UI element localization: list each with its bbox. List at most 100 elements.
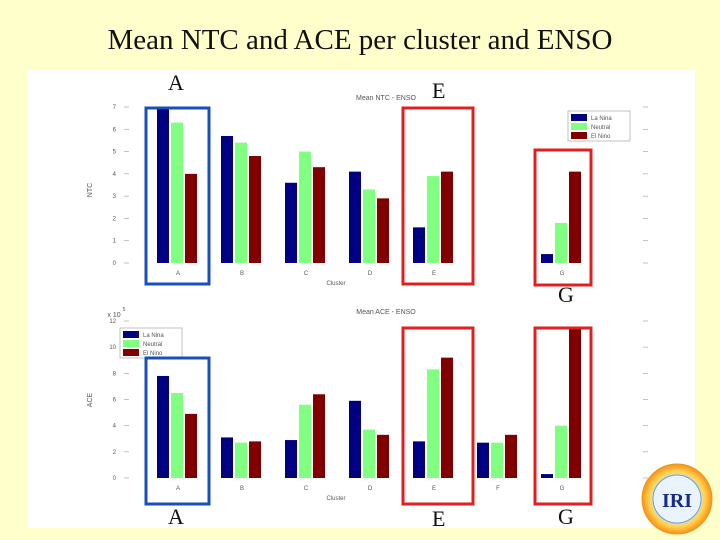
chart-1-bar-D-neutral [363,189,375,263]
chart-2-ytick-label: 8 [113,371,117,377]
chart-1-title: Mean NTC - ENSO [356,95,416,102]
chart-2-bar-G-la-nina [541,474,553,478]
label-bottom-e: E [432,506,446,531]
charts-panel: Mean NTC - ENSO 0 1 2 3 4 5 6 7 NTC A B C D E G Cluster L… [28,70,695,528]
chart-2-legend-label: El Nino [143,351,163,357]
chart-1-xlabel: Cluster [326,281,345,287]
chart-1-ytick-label: 0 [113,261,117,267]
chart-2-bar-B-el-nino [249,441,261,478]
chart-2-bar-F-el-nino [505,434,517,478]
chart-2-bar-F-neutral [491,442,503,478]
iri-logo-icon: IRI [641,463,713,535]
chart-1-bar-B-la-nina [221,135,233,263]
logo-text: IRI [662,490,692,512]
chart-2-legend-label: La Nina [143,333,164,339]
chart-2-bar-C-neutral [299,404,311,478]
chart-1-xtick-label: E [432,271,436,277]
chart-1-xtick-label: C [304,271,309,277]
chart-2-xtick-label: B [240,486,244,492]
label-top-a: A [168,70,184,95]
chart-2-bar-C-la-nina [285,440,297,478]
chart-2-xtick-label: C [304,486,309,492]
chart-1-ytick-label: 3 [113,194,117,200]
chart-1-ytick-label: 1 [113,239,117,245]
chart-2-ytick-label: 6 [113,398,117,404]
chart-1-bar-B-el-nino [249,156,261,263]
chart-1-bar-C-el-nino [313,167,325,263]
chart-2-bar-C-el-nino [313,394,325,478]
chart-2-exponent-label: x 10 [107,312,120,319]
chart-1-bar-E-la-nina [413,227,425,263]
chart-1-bar-A-la-nina [157,107,169,263]
chart-2-bar-A-la-nina [157,375,169,478]
chart-1-bar-C-neutral [299,151,311,263]
label-bottom-g: G [558,504,574,529]
highlight-box-top-e [401,106,475,286]
chart-2-xtick-label: G [560,486,565,492]
chart-2-legend-swatch [123,331,139,338]
chart-1-legend-swatch [571,132,587,139]
chart-2-bar-D-neutral [363,429,375,478]
chart-2-ytick-label: 2 [113,450,117,456]
chart-1-ytick-label: 4 [113,172,117,178]
chart-1-bar-G-neutral [555,222,567,263]
chart-1-legend-label: Neutral [591,125,610,131]
chart-2-xlabel: Cluster [326,496,345,502]
chart-2-xtick-label: F [496,486,500,492]
chart-1-bar-E-neutral [427,176,439,263]
chart-1-legend-label: El Nino [591,134,611,140]
chart-1-legend-label: La Nina [591,116,612,122]
highlight-box-bottom-a [144,356,211,506]
chart-1-ytick-label: 2 [113,216,117,222]
chart-2-xtick-label: D [368,486,373,492]
chart-1-bar-G-la-nina [541,254,553,263]
chart-1-xtick-label: D [368,271,373,277]
chart-1-legend-swatch [571,123,587,130]
chart-2-ytick-label: 12 [109,319,116,325]
chart-1-bar-E-el-nino [441,171,453,263]
chart-1-ytick-label: 6 [113,127,117,133]
chart-2-bar-E-el-nino [441,357,453,478]
chart-2-ylabel: ACE [87,392,94,407]
chart-2-bar-A-neutral [171,392,183,478]
chart-2-ytick-label: 10 [109,345,116,351]
chart-1-ytick-label: 7 [113,105,117,111]
chart-2-bar-G-neutral [555,425,567,478]
chart-2-exponent-power: 5 [123,307,126,313]
highlight-box-top-g [533,148,593,287]
chart-1-bar-G-el-nino [569,171,581,263]
highlight-box-bottom-g [533,326,593,506]
chart-2-bar-E-la-nina [413,441,425,478]
label-top-e: E [432,78,446,103]
chart-2-title: Mean ACE - ENSO [356,309,416,316]
chart-1-bar-A-el-nino [185,173,197,263]
chart-2-bar-F-la-nina [477,442,489,478]
chart-2-xtick-label: E [432,486,436,492]
chart-1-bar-D-el-nino [377,198,389,263]
chart-2-bar-B-la-nina [221,437,233,478]
chart-1-bar-A-neutral [171,122,183,263]
chart-2-ytick-label: 0 [113,476,117,482]
chart-2-bar-A-el-nino [185,413,197,478]
chart-1-legend-swatch [571,114,587,121]
slide-title: Mean NTC and ACE per cluster and ENSO [107,24,613,56]
chart-1-ytick-label: 5 [113,150,117,156]
highlight-box-bottom-e [401,326,475,506]
chart-1-bar-C-la-nina [285,182,297,263]
chart-1-bar-B-neutral [235,142,247,263]
highlight-box-top-a [144,106,211,286]
chart-2-bar-D-el-nino [377,434,389,478]
chart-1-xtick-label: A [176,271,180,277]
label-mid-g: G [558,282,574,307]
chart-2-ytick-label: 4 [113,424,117,430]
chart-2-legend-swatch [123,340,139,347]
chart-2-bar-B-neutral [235,442,247,478]
chart-2-bar-G-el-nino [569,328,581,478]
label-bottom-a: A [168,504,184,529]
chart-2-bar-D-la-nina [349,400,361,478]
chart-1-bar-D-la-nina [349,171,361,263]
chart-2-xtick-label: A [176,486,180,492]
chart-2-legend-label: Neutral [143,342,162,348]
chart-2-bar-E-neutral [427,369,439,478]
